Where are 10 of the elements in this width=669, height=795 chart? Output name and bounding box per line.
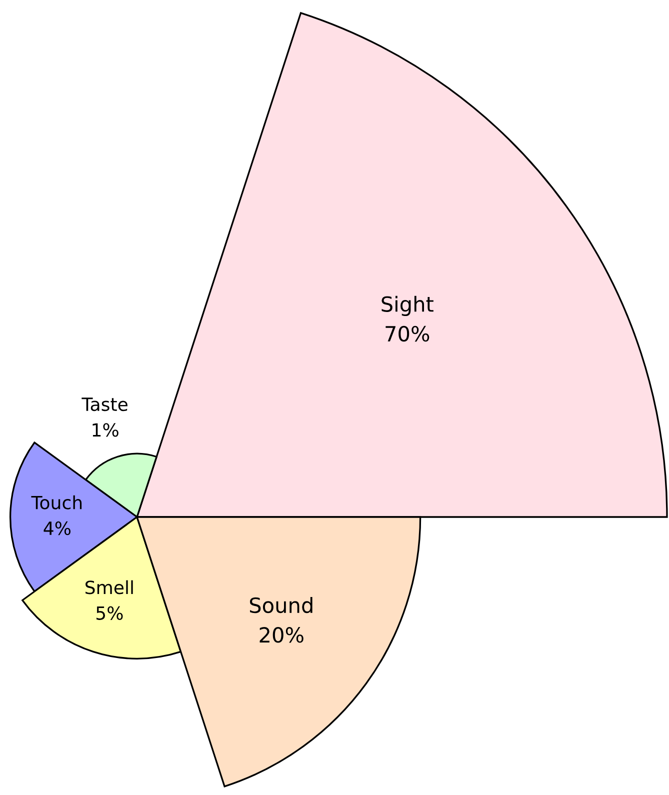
data-label: 70% xyxy=(386,326,430,342)
category-label: Sight xyxy=(382,296,434,316)
category-label: Taste xyxy=(82,398,128,412)
category-label: Touch xyxy=(31,495,82,510)
data-label: 20% xyxy=(260,627,304,643)
data-label: 5% xyxy=(96,606,123,620)
category-label: Sound xyxy=(250,596,312,614)
data-label: 4% xyxy=(44,521,71,536)
category-label: Smell xyxy=(86,580,133,594)
data-label: 1% xyxy=(92,423,118,437)
